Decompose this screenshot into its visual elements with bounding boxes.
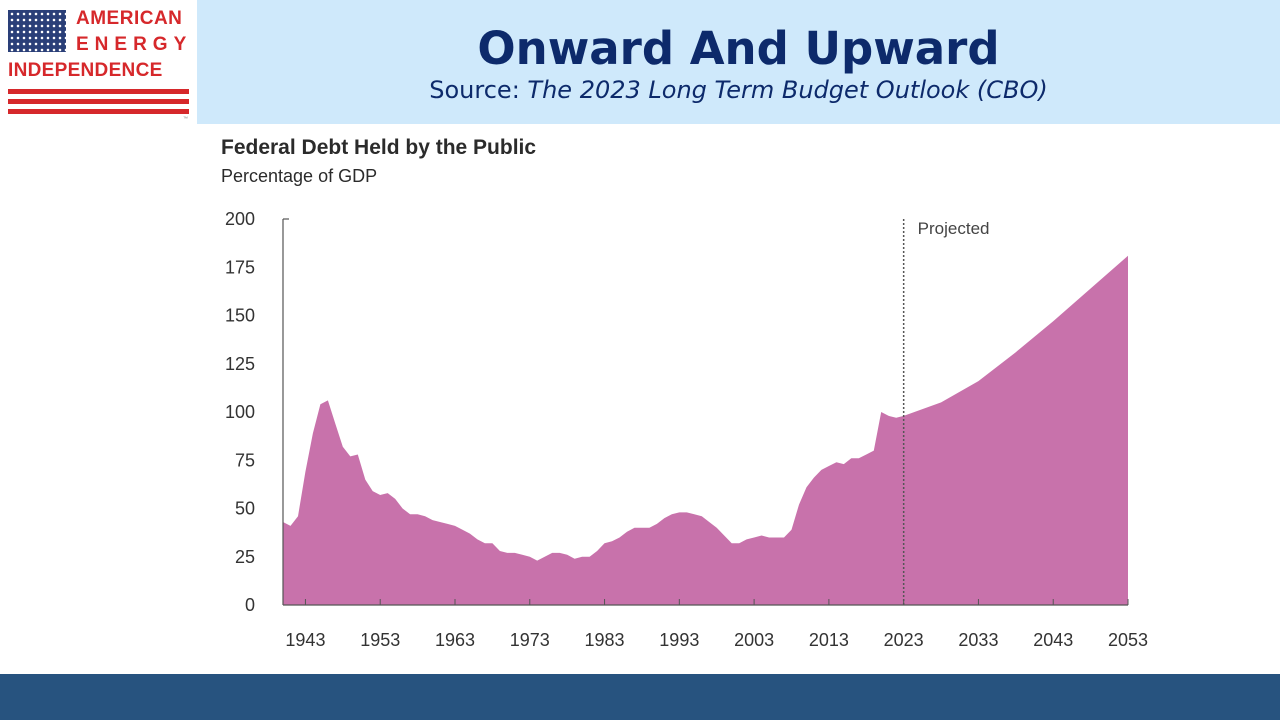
y-tick-label: 175 bbox=[225, 257, 255, 277]
flag-stripe bbox=[8, 89, 189, 94]
x-tick-label: 1983 bbox=[585, 630, 625, 650]
logo-text-independence: INDEPENDENCE bbox=[8, 60, 163, 81]
chart-title: Federal Debt Held by the Public bbox=[221, 136, 537, 159]
x-tick-label: 1993 bbox=[659, 630, 699, 650]
y-tick-label: 25 bbox=[235, 547, 255, 567]
debt-area-series bbox=[283, 255, 1128, 605]
x-tick-label: 2023 bbox=[884, 630, 924, 650]
x-tick-label: 2033 bbox=[958, 630, 998, 650]
x-tick-label: 1943 bbox=[285, 630, 325, 650]
logo-text-american: AMERICAN bbox=[76, 8, 183, 29]
trademark-mark: ™ bbox=[183, 116, 188, 122]
x-tick-label: 2053 bbox=[1108, 630, 1148, 650]
slide-title: Onward And Upward bbox=[477, 22, 1000, 75]
y-tick-label: 0 bbox=[245, 595, 255, 615]
x-tick-label: 1973 bbox=[510, 630, 550, 650]
projected-label: Projected bbox=[918, 219, 990, 238]
y-tick-label: 125 bbox=[225, 354, 255, 374]
chart-subtitle: Percentage of GDP bbox=[221, 166, 378, 186]
header-band: Onward And Upward Source: The 2023 Long … bbox=[197, 0, 1280, 124]
flag-stripe bbox=[8, 109, 189, 114]
flag-stripe bbox=[8, 99, 189, 104]
debt-area-chart: 0 25 50 75 100 125 150 175 200 1943 1953 1963 1973 19… bbox=[225, 209, 1148, 650]
x-tick-label: 1953 bbox=[360, 630, 400, 650]
y-tick-label: 150 bbox=[225, 306, 255, 326]
y-tick-label: 200 bbox=[225, 209, 255, 229]
y-tick-label: 100 bbox=[225, 402, 255, 422]
logo-text-energy: ENERGY bbox=[76, 34, 193, 55]
x-tick-label: 2013 bbox=[809, 630, 849, 650]
company-logo: AMERICAN ENERGY INDEPENDENCE ™ bbox=[0, 0, 197, 124]
x-tick-label: 2043 bbox=[1033, 630, 1073, 650]
footer-bar bbox=[0, 674, 1280, 720]
source-name: The 2023 Long Term Budget Outlook (CBO) bbox=[527, 76, 1048, 104]
y-tick-label: 75 bbox=[235, 450, 255, 470]
x-tick-label: 1963 bbox=[435, 630, 475, 650]
x-tick-label: 2003 bbox=[734, 630, 774, 650]
flag-canton-icon bbox=[8, 10, 66, 52]
source-line: Source: The 2023 Long Term Budget Outloo… bbox=[197, 76, 1280, 104]
y-tick-label: 50 bbox=[235, 499, 255, 519]
source-prefix: Source: bbox=[429, 76, 528, 104]
